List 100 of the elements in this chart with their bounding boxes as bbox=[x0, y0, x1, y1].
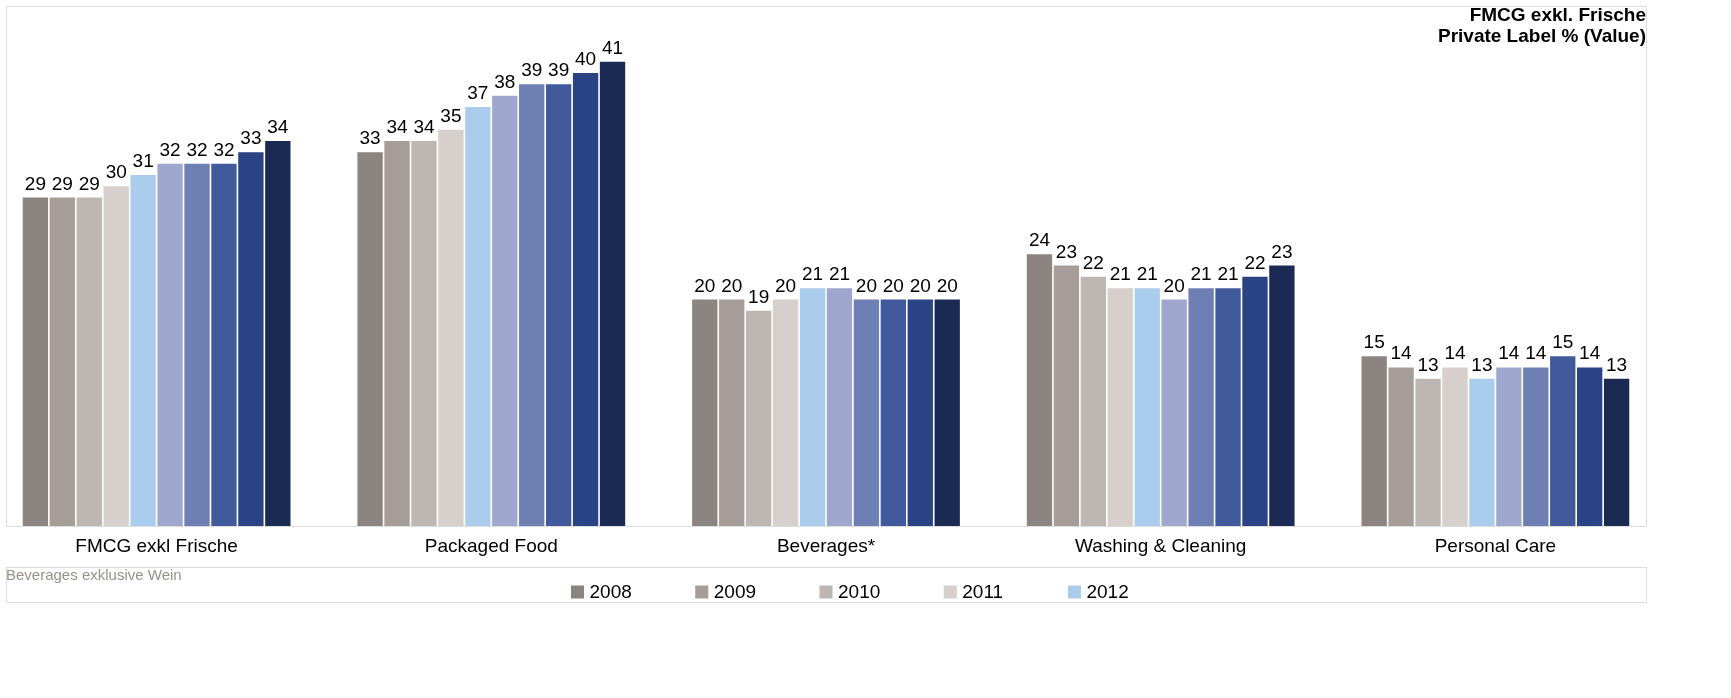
bar bbox=[746, 310, 772, 526]
bar bbox=[1080, 276, 1107, 526]
bar bbox=[1269, 265, 1295, 526]
data-label: 20 bbox=[855, 274, 877, 296]
text: FMCG exkl. Frische bbox=[1469, 4, 1646, 25]
bar bbox=[1161, 299, 1187, 526]
data-label: 14 bbox=[1525, 342, 1547, 364]
bar bbox=[1107, 288, 1133, 526]
legend-label: 2010 bbox=[838, 581, 881, 602]
bar bbox=[545, 84, 572, 526]
bar bbox=[826, 288, 853, 526]
data-label: 39 bbox=[521, 59, 543, 81]
legend-label: 2011 bbox=[962, 581, 1004, 602]
data-label: 20 bbox=[1163, 274, 1185, 296]
data-label: 33 bbox=[240, 127, 262, 149]
bar bbox=[438, 129, 464, 526]
bar bbox=[1188, 288, 1214, 526]
bar bbox=[492, 95, 518, 526]
bar bbox=[1415, 378, 1441, 526]
bar bbox=[1523, 367, 1549, 526]
data-label: 22 bbox=[1082, 251, 1104, 273]
data-label: 13 bbox=[1417, 353, 1439, 375]
data-label: 20 bbox=[721, 274, 743, 296]
data-label: 21 bbox=[801, 263, 824, 285]
data-label: 20 bbox=[936, 274, 958, 296]
bar bbox=[907, 299, 933, 526]
data-label: 22 bbox=[1244, 251, 1266, 273]
data-label: 31 bbox=[132, 149, 154, 171]
bar bbox=[1026, 254, 1053, 526]
bar bbox=[799, 288, 826, 526]
data-label: 21 bbox=[1190, 263, 1212, 285]
bar bbox=[1603, 378, 1630, 526]
data-label: 14 bbox=[1444, 342, 1466, 364]
data-label: 21 bbox=[1109, 263, 1131, 285]
bar bbox=[76, 197, 102, 526]
bar bbox=[211, 163, 237, 526]
data-label: 39 bbox=[548, 59, 570, 81]
data-label: 21 bbox=[1217, 263, 1239, 285]
data-label: 32 bbox=[159, 138, 181, 160]
bar bbox=[1550, 356, 1576, 526]
bar bbox=[1442, 367, 1468, 526]
data-label: 23 bbox=[1271, 240, 1293, 262]
data-label: 41 bbox=[601, 36, 624, 58]
bar bbox=[411, 140, 437, 526]
legend-label: 2008 bbox=[589, 581, 632, 602]
data-label: 38 bbox=[494, 70, 516, 92]
data-label: 14 bbox=[1498, 342, 1520, 364]
bar bbox=[719, 299, 745, 526]
data-label: 13 bbox=[1606, 353, 1628, 375]
x-tick-label: Washing & Cleaning bbox=[1074, 534, 1247, 556]
bar bbox=[1577, 367, 1603, 526]
bar bbox=[772, 299, 799, 526]
data-label: 30 bbox=[105, 161, 127, 183]
bar bbox=[184, 163, 210, 526]
x-tick-label: Personal Care bbox=[1434, 534, 1557, 556]
bar bbox=[357, 152, 383, 526]
data-label: 19 bbox=[748, 285, 770, 307]
legend-label: 2009 bbox=[713, 581, 757, 602]
data-label: 29 bbox=[51, 172, 73, 194]
bar bbox=[572, 73, 599, 526]
data-label: 14 bbox=[1579, 342, 1601, 364]
data-label: 14 bbox=[1390, 342, 1413, 364]
data-label: 15 bbox=[1363, 331, 1385, 353]
data-label: 21 bbox=[828, 263, 851, 285]
data-label: 20 bbox=[909, 274, 931, 296]
data-label: 40 bbox=[575, 48, 597, 70]
bar bbox=[1242, 276, 1268, 526]
x-tick-label: Beverages* bbox=[776, 534, 876, 556]
bar bbox=[265, 140, 291, 526]
data-label: 29 bbox=[78, 172, 100, 194]
data-label: 13 bbox=[1471, 353, 1493, 375]
legend-label: 2012 bbox=[1086, 581, 1129, 602]
bar bbox=[1134, 288, 1160, 526]
data-label: 35 bbox=[440, 104, 462, 126]
data-label: 23 bbox=[1055, 240, 1077, 262]
bar bbox=[103, 186, 129, 526]
bar bbox=[238, 152, 264, 526]
data-label: 21 bbox=[1136, 263, 1158, 285]
data-label: 32 bbox=[186, 138, 208, 160]
data-label: 34 bbox=[386, 115, 409, 137]
data-label: 37 bbox=[467, 82, 489, 104]
text: Beverages exklusive Wein bbox=[6, 566, 182, 583]
bar bbox=[1215, 288, 1241, 526]
data-label: 20 bbox=[775, 274, 797, 296]
bar bbox=[853, 299, 880, 526]
bar bbox=[599, 61, 626, 526]
bar bbox=[49, 197, 75, 526]
bar bbox=[1361, 356, 1387, 526]
bar bbox=[1496, 367, 1522, 526]
text: Private Label % (Value) bbox=[1437, 25, 1646, 46]
bar bbox=[880, 299, 906, 526]
data-label: 20 bbox=[694, 274, 716, 296]
bar bbox=[519, 84, 545, 526]
data-label: 15 bbox=[1552, 331, 1574, 353]
data-label: 33 bbox=[359, 127, 381, 149]
bar bbox=[465, 107, 491, 526]
bar bbox=[157, 163, 183, 526]
data-label: 34 bbox=[413, 115, 435, 137]
bar bbox=[1388, 367, 1414, 526]
data-label: 34 bbox=[267, 115, 289, 137]
